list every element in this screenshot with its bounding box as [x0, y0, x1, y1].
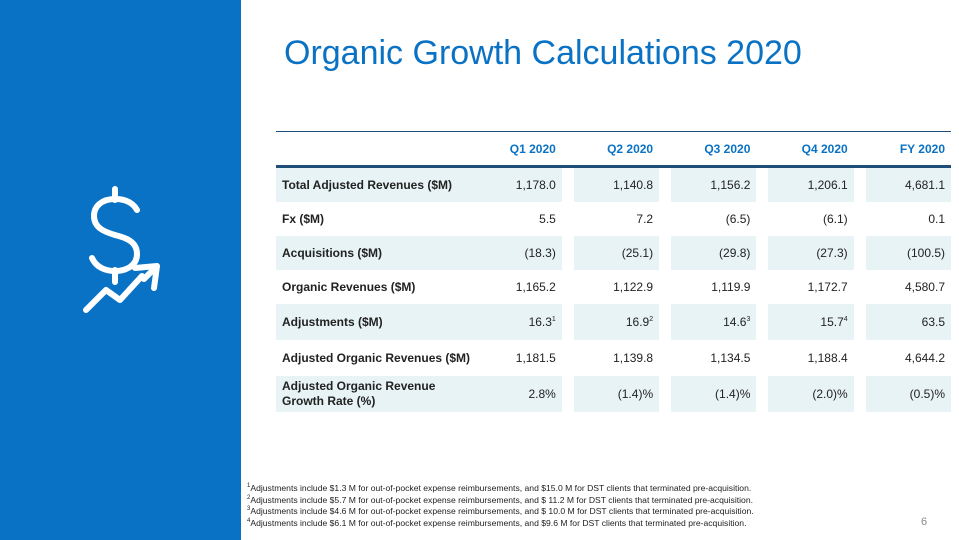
- header-q1: Q1 2020: [509, 141, 556, 156]
- table-row: Organic Revenues ($M) 1,165.2 1,122.9 1,…: [276, 270, 951, 304]
- cell-value: 0.1: [928, 212, 945, 226]
- cell-value: 14.63: [671, 304, 757, 340]
- page-number: 6: [921, 516, 928, 528]
- sidebar-panel: [0, 0, 241, 540]
- cell-value: 1,122.9: [613, 280, 654, 294]
- cell-value: 1,188.4: [807, 351, 848, 365]
- cell-value: 1,178.0: [476, 166, 562, 202]
- footnote-marker: 1: [551, 316, 556, 323]
- row-label: Adjustments ($M): [276, 304, 477, 340]
- cell-value: 1,139.8: [613, 351, 654, 365]
- table-row: Adjustments ($M) 16.31 16.92 14.63 15.74…: [276, 304, 951, 340]
- cell-value: 15.74: [768, 304, 854, 340]
- cell-value: (29.8): [671, 236, 757, 270]
- cell-value: (1.4)%: [573, 376, 660, 412]
- cell-value: 1,165.2: [515, 280, 556, 294]
- header-q2: Q2 2020: [607, 141, 654, 156]
- table-row: Fx ($M) 5.5 7.2 (6.5) (6.1) 0.1: [276, 202, 951, 236]
- organic-growth-table: Q1 2020 Q2 2020 Q3 2020 Q4 2020 FY 2020 …: [276, 131, 951, 412]
- footnote: 3Adjustments include $4.6 M for out-of-p…: [247, 506, 754, 517]
- cell-value: 1,134.5: [710, 351, 751, 365]
- row-label: Adjusted Organic Revenues ($M): [282, 350, 471, 365]
- table-row: Adjusted Organic Revenues ($M) 1,181.5 1…: [276, 340, 951, 376]
- footnote-marker: 2: [649, 316, 654, 323]
- cell-value: (0.5)%: [865, 376, 951, 412]
- cell-value: 1,140.8: [573, 166, 660, 202]
- footnotes: 1Adjustments include $1.3 M for out-of-p…: [247, 483, 754, 529]
- cell-value: (100.5): [865, 236, 951, 270]
- cell-value: 1,172.7: [807, 280, 848, 294]
- dollar-growth-arrow-icon: [82, 186, 168, 316]
- footnote: 2Adjustments include $5.7 M for out-of-p…: [247, 494, 754, 505]
- cell-value: 16.92: [573, 304, 660, 340]
- header-q4: Q4 2020: [801, 141, 848, 156]
- cell-value: (1.4)%: [671, 376, 757, 412]
- footnote: 1Adjustments include $1.3 M for out-of-p…: [247, 483, 752, 493]
- cell-value: (25.1): [573, 236, 660, 270]
- cell-value: 63.5: [865, 304, 951, 340]
- cell-value: (6.1): [822, 212, 848, 226]
- footnote: 4Adjustments include $6.1 M for out-of-p…: [247, 517, 747, 528]
- cell-value: (2.0)%: [768, 376, 854, 412]
- cell-value: 4,580.7: [904, 280, 945, 294]
- cell-value: 4,644.2: [904, 351, 945, 365]
- header-fy: FY 2020: [899, 141, 945, 156]
- row-label: Adjusted Organic Revenue Growth Rate (%): [276, 376, 477, 412]
- table-row: Acquisitions ($M) (18.3) (25.1) (29.8) (…: [276, 236, 951, 270]
- footnote-marker: 3: [746, 316, 751, 323]
- row-label: Fx ($M): [282, 211, 324, 226]
- header-q3: Q3 2020: [704, 141, 751, 156]
- cell-value: (6.5): [725, 212, 751, 226]
- table-row: Adjusted Organic Revenue Growth Rate (%)…: [276, 376, 951, 412]
- cell-value: 7.2: [636, 212, 654, 226]
- row-label: Organic Revenues ($M): [282, 279, 416, 294]
- cell-value: (18.3): [476, 236, 562, 270]
- cell-value: 5.5: [539, 212, 556, 226]
- table-header-row: Q1 2020 Q2 2020 Q3 2020 Q4 2020 FY 2020: [276, 131, 951, 167]
- cell-value: (27.3): [768, 236, 854, 270]
- header-blank: [276, 132, 477, 167]
- cell-value: 4,681.1: [865, 166, 951, 202]
- footnote-marker: 4: [843, 316, 848, 323]
- row-label: Acquisitions ($M): [276, 236, 477, 270]
- cell-value: 1,181.5: [515, 351, 556, 365]
- cell-value: 1,119.9: [711, 280, 751, 294]
- slide-title: Organic Growth Calculations 2020: [284, 34, 802, 72]
- cell-value: 2.8%: [476, 376, 562, 412]
- cell-value: 1,206.1: [768, 166, 854, 202]
- cell-value: 1,156.2: [671, 166, 757, 202]
- cell-value: 16.31: [476, 304, 562, 340]
- table-row: Total Adjusted Revenues ($M) 1,178.0 1,1…: [276, 166, 951, 202]
- row-label: Total Adjusted Revenues ($M): [276, 166, 477, 202]
